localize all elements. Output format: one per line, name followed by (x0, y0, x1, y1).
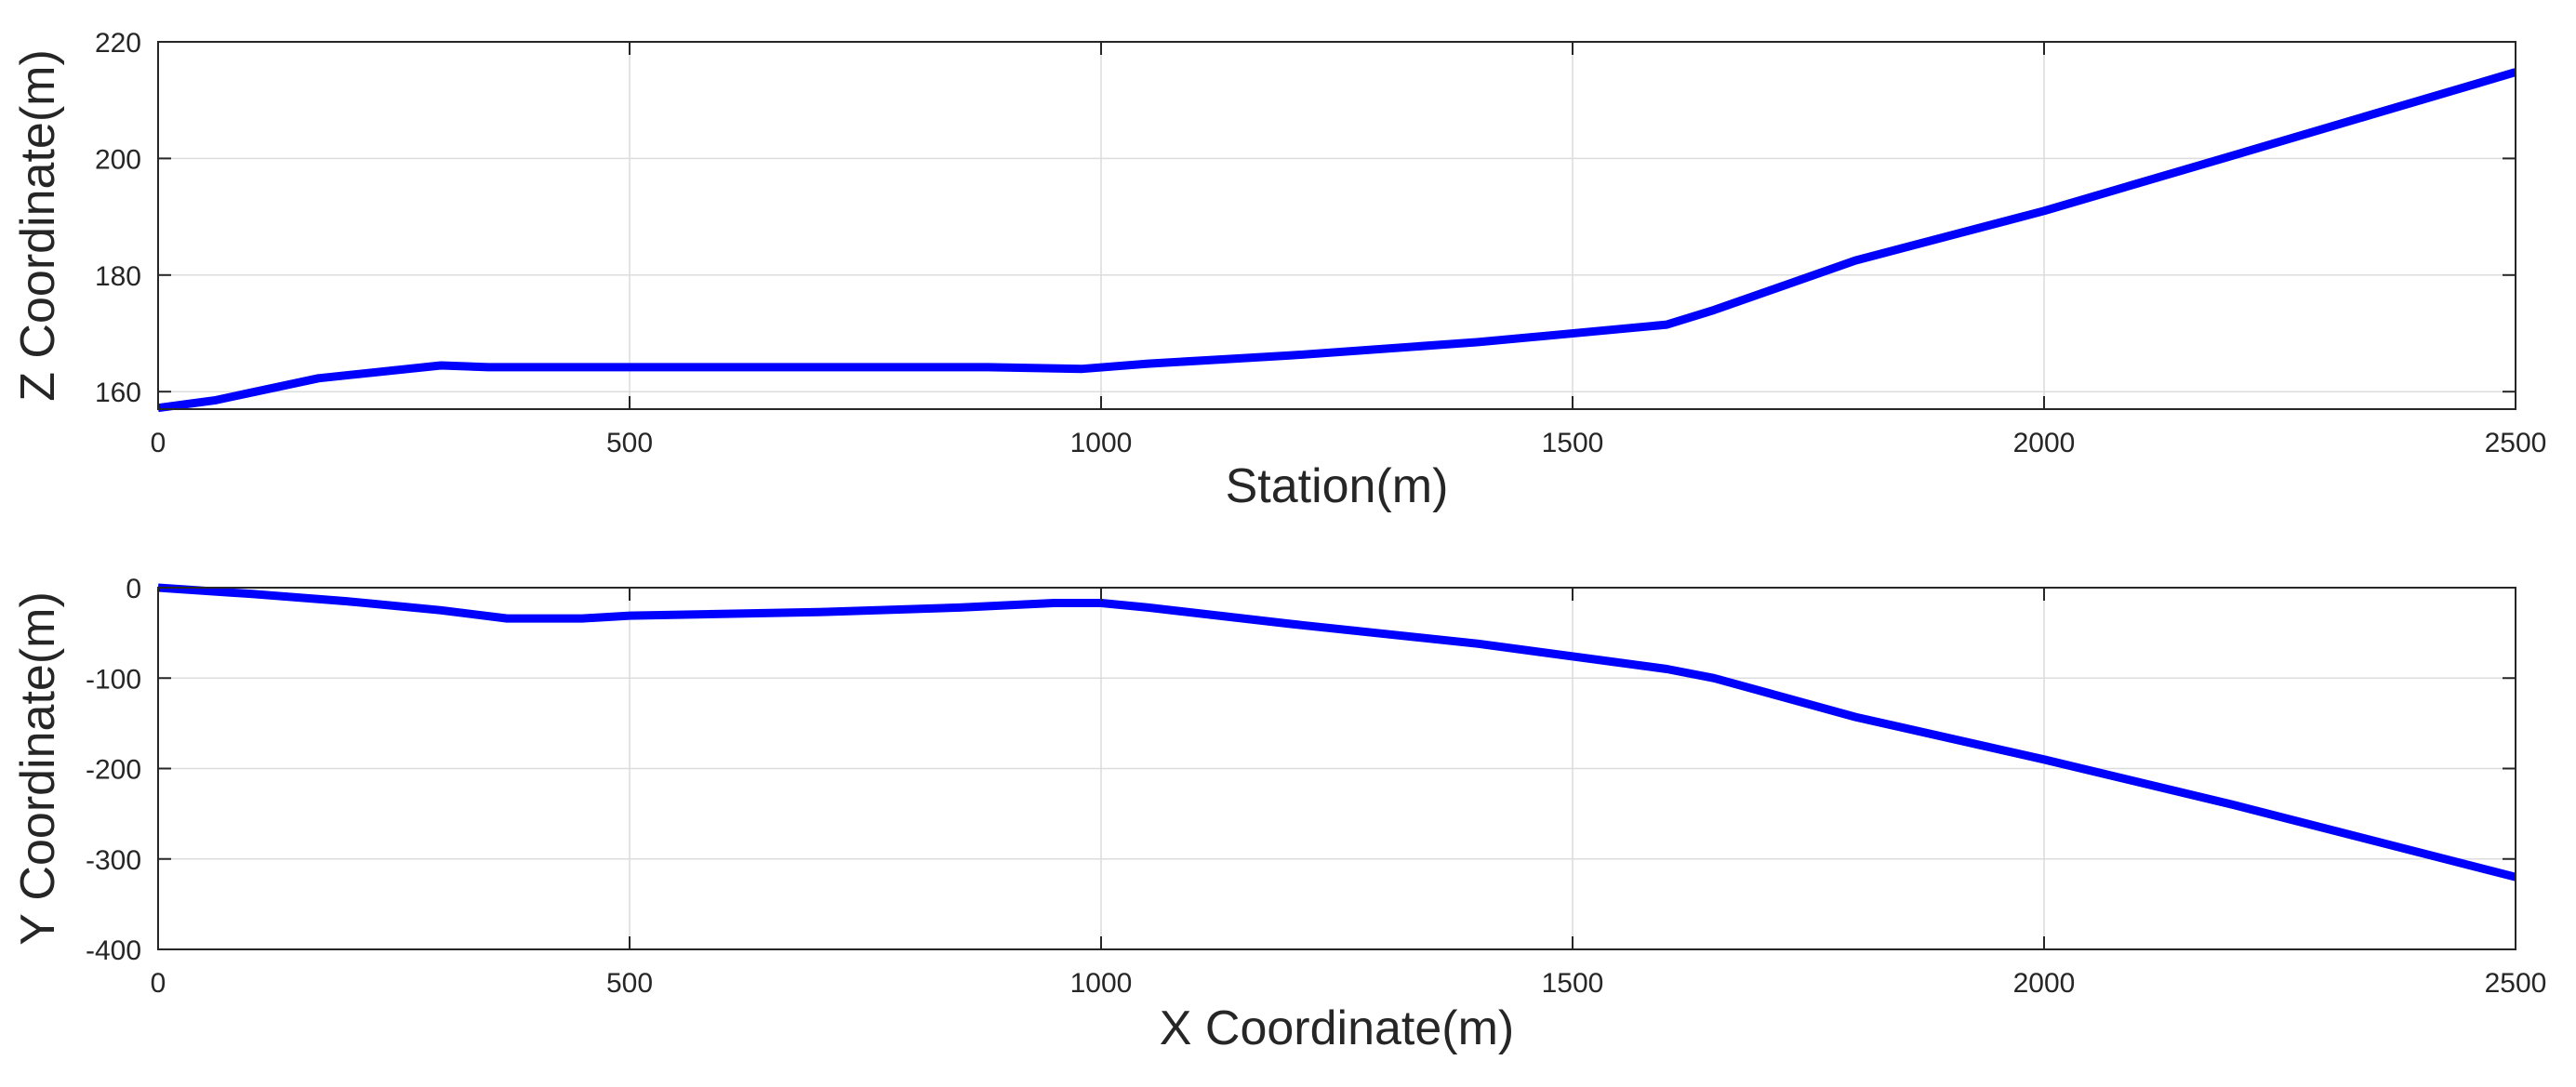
x-tick-label: 2500 (2485, 968, 2547, 999)
y-tick-label: 220 (95, 28, 141, 59)
x-tick-label: 1500 (1542, 968, 1604, 999)
y-tick-label: 0 (126, 574, 141, 604)
y-tick-label: -100 (86, 664, 141, 695)
x-tick-label: 1000 (1070, 968, 1133, 999)
series-line (157, 68, 2517, 413)
x-tick-label: 1500 (1542, 428, 1604, 458)
y-axis-title: Z Coordinate(m) (11, 49, 65, 402)
x-tick-label: 2000 (2013, 968, 2076, 999)
x-tick-label: 2000 (2013, 428, 2076, 458)
x-tick-label: 0 (151, 428, 166, 458)
x-tick-label: 500 (606, 428, 653, 458)
series-line (157, 583, 2517, 882)
x-axis-title: X Coordinate(m) (1160, 1001, 1514, 1055)
y-tick-label: -300 (86, 845, 141, 876)
x-tick-label: 0 (151, 968, 166, 999)
x-tick-label: 1000 (1070, 428, 1133, 458)
plot-area (158, 42, 2516, 409)
y-tick-label: -400 (86, 935, 141, 966)
x-axis-title: Station(m) (1226, 459, 1449, 513)
y-tick-label: 160 (95, 378, 141, 408)
z-profile-panel: 0 500 1000 1500 2000 2500 160 180 200 220 Station(… (11, 28, 2546, 513)
y-tick-label: 200 (95, 144, 141, 175)
x-tick-label: 2500 (2485, 428, 2547, 458)
y-tick-label: 180 (95, 261, 141, 292)
axes-box (157, 41, 2516, 410)
x-tick-label: 500 (606, 968, 653, 999)
y-axis-title: Y Coordinate(m) (11, 591, 65, 946)
plan-view-panel: 0 500 1000 1500 2000 2500 0 -100 -200 -300 -400 X C… (11, 574, 2546, 1055)
y-tick-label: -200 (86, 755, 141, 786)
